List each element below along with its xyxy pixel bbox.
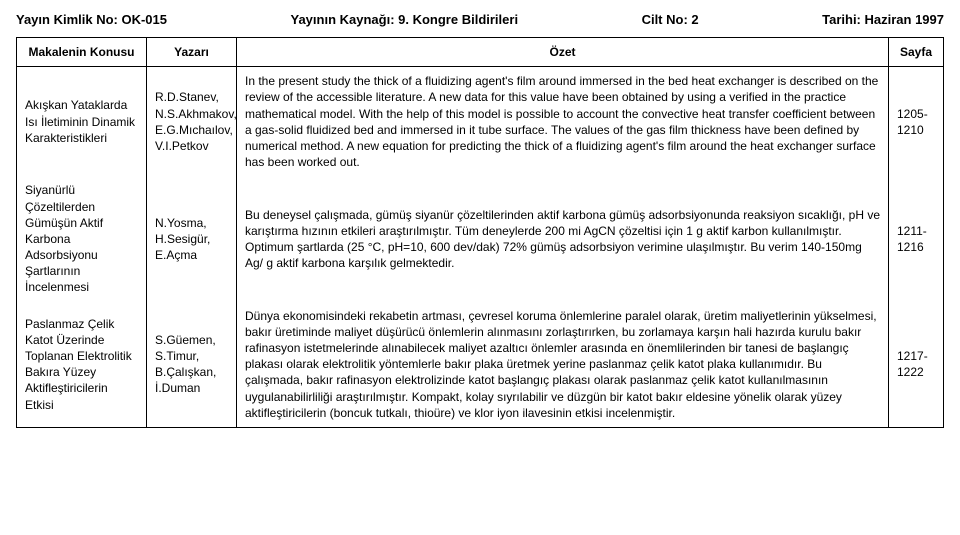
cell-topic: Paslanmaz Çelik Katot Üzerinde Toplanan …: [17, 302, 147, 428]
col-author: Yazarı: [147, 38, 237, 67]
table-header-row: Makalenin Konusu Yazarı Özet Sayfa: [17, 38, 944, 67]
table-row: Paslanmaz Çelik Katot Üzerinde Toplanan …: [17, 302, 944, 428]
cell-topic: Akışkan Yataklarda Isı İletiminin Dinami…: [17, 67, 147, 177]
cell-topic: Siyanürlü Çözeltilerden Gümüşün Aktif Ka…: [17, 176, 147, 301]
cell-abstract: Dünya ekonomisindeki rekabetin artması, …: [237, 302, 889, 428]
cell-abstract: Bu deneysel çalışmada, gümüş siyanür çöz…: [237, 176, 889, 301]
cell-authors: R.D.Stanev, N.S.Akhmakov, E.G.Mıchaılov,…: [147, 67, 237, 177]
col-page: Sayfa: [889, 38, 944, 67]
cell-pages: 1205-1210: [889, 67, 944, 177]
cell-authors: S.Güemen, S.Timur, B.Çalışkan, İ.Duman: [147, 302, 237, 428]
cell-pages: 1217-1222: [889, 302, 944, 428]
cell-pages: 1211-1216: [889, 176, 944, 301]
articles-table: Makalenin Konusu Yazarı Özet Sayfa Akışk…: [16, 37, 944, 428]
pub-id: Yayın Kimlik No: OK-015: [16, 12, 167, 27]
table-row: Siyanürlü Çözeltilerden Gümüşün Aktif Ka…: [17, 176, 944, 301]
pub-date: Tarihi: Haziran 1997: [822, 12, 944, 27]
pub-volume: Cilt No: 2: [642, 12, 699, 27]
table-row: Akışkan Yataklarda Isı İletiminin Dinami…: [17, 67, 944, 177]
col-abstract: Özet: [237, 38, 889, 67]
col-topic: Makalenin Konusu: [17, 38, 147, 67]
pub-source: Yayının Kaynağı: 9. Kongre Bildirileri: [291, 12, 519, 27]
cell-abstract: In the present study the thick of a flui…: [237, 67, 889, 177]
page-header: Yayın Kimlik No: OK-015 Yayının Kaynağı:…: [16, 12, 944, 27]
cell-authors: N.Yosma, H.Sesigür, E.Açma: [147, 176, 237, 301]
